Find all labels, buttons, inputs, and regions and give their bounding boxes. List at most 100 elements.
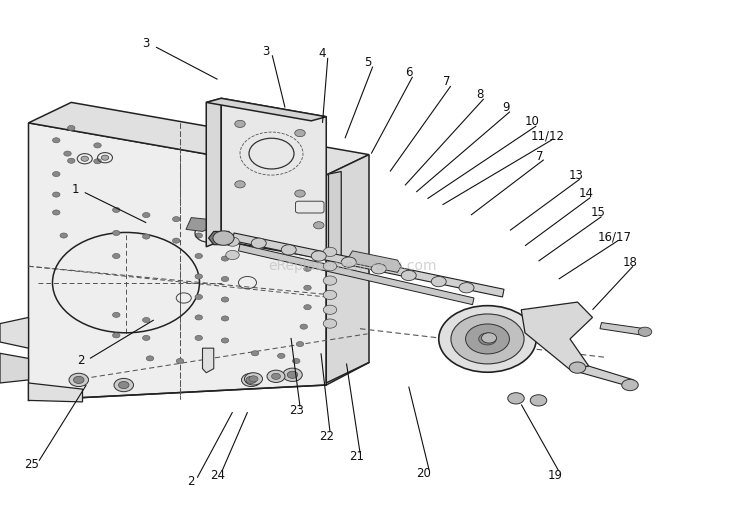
Circle shape [225, 189, 232, 195]
Circle shape [439, 306, 536, 372]
Circle shape [308, 230, 315, 236]
Text: 15: 15 [590, 206, 605, 219]
Text: 6: 6 [405, 66, 412, 79]
Circle shape [112, 230, 120, 236]
Text: 22: 22 [319, 430, 334, 443]
Text: 1: 1 [71, 183, 79, 196]
Circle shape [323, 247, 337, 257]
Text: 9: 9 [503, 101, 510, 114]
Polygon shape [328, 172, 341, 260]
Circle shape [142, 335, 150, 340]
Circle shape [142, 234, 150, 239]
Text: 23: 23 [289, 404, 304, 417]
Text: 21: 21 [349, 450, 364, 463]
Text: 3: 3 [142, 37, 150, 50]
Circle shape [323, 262, 337, 271]
Circle shape [68, 125, 75, 131]
Text: 4: 4 [319, 47, 326, 60]
Circle shape [195, 315, 202, 320]
Circle shape [323, 276, 337, 285]
Text: 7: 7 [442, 75, 450, 89]
Circle shape [292, 358, 300, 364]
Circle shape [251, 351, 259, 356]
Polygon shape [232, 233, 504, 297]
Circle shape [314, 222, 324, 229]
Circle shape [459, 283, 474, 293]
Text: 20: 20 [416, 467, 431, 480]
Circle shape [304, 266, 311, 271]
Polygon shape [206, 98, 221, 247]
Circle shape [300, 324, 307, 329]
Circle shape [53, 138, 60, 143]
Circle shape [304, 285, 311, 290]
Text: 3: 3 [262, 45, 270, 58]
Circle shape [235, 181, 245, 188]
Circle shape [242, 373, 261, 387]
Circle shape [176, 358, 184, 364]
Circle shape [401, 270, 416, 281]
Text: 11/12: 11/12 [530, 129, 565, 142]
Circle shape [112, 333, 120, 338]
Circle shape [74, 376, 84, 383]
Circle shape [142, 212, 150, 218]
Circle shape [195, 294, 202, 300]
Circle shape [53, 172, 60, 177]
Circle shape [295, 130, 305, 137]
Circle shape [221, 238, 229, 243]
Circle shape [69, 373, 88, 387]
Circle shape [81, 156, 88, 161]
Circle shape [266, 173, 274, 178]
Circle shape [114, 378, 134, 392]
Circle shape [226, 237, 239, 246]
Circle shape [195, 253, 202, 259]
Circle shape [101, 155, 109, 160]
Text: 18: 18 [622, 255, 638, 269]
Circle shape [431, 276, 446, 287]
Circle shape [226, 250, 239, 260]
Text: 19: 19 [548, 468, 562, 482]
Text: 24: 24 [210, 468, 225, 482]
Text: 5: 5 [364, 56, 371, 69]
Polygon shape [206, 98, 326, 121]
Circle shape [146, 356, 154, 361]
Circle shape [195, 274, 202, 279]
Polygon shape [202, 348, 214, 373]
Polygon shape [186, 218, 214, 231]
Circle shape [64, 151, 71, 156]
Circle shape [112, 312, 120, 317]
Circle shape [296, 342, 304, 347]
Circle shape [251, 238, 266, 248]
Text: 2: 2 [188, 475, 195, 488]
Circle shape [221, 297, 229, 302]
Circle shape [304, 305, 311, 310]
Polygon shape [238, 244, 474, 305]
Circle shape [221, 276, 229, 282]
Polygon shape [28, 123, 326, 400]
Circle shape [235, 120, 245, 127]
Circle shape [118, 381, 129, 389]
Circle shape [142, 317, 150, 323]
Polygon shape [570, 366, 634, 387]
Circle shape [68, 158, 75, 163]
Circle shape [508, 393, 524, 404]
Polygon shape [28, 383, 82, 402]
Text: 14: 14 [579, 187, 594, 200]
Circle shape [283, 368, 302, 381]
Circle shape [272, 373, 280, 379]
Text: 7: 7 [536, 150, 544, 163]
Circle shape [278, 353, 285, 358]
Circle shape [266, 193, 274, 198]
Circle shape [296, 176, 304, 181]
Circle shape [482, 333, 496, 343]
Circle shape [311, 251, 326, 261]
Text: 16/17: 16/17 [598, 230, 632, 243]
Circle shape [323, 319, 337, 328]
Circle shape [112, 207, 120, 212]
Circle shape [172, 238, 180, 243]
Polygon shape [349, 251, 401, 272]
Circle shape [341, 257, 356, 267]
Circle shape [304, 212, 311, 218]
Circle shape [53, 192, 60, 197]
Circle shape [569, 362, 586, 373]
Circle shape [195, 335, 202, 340]
